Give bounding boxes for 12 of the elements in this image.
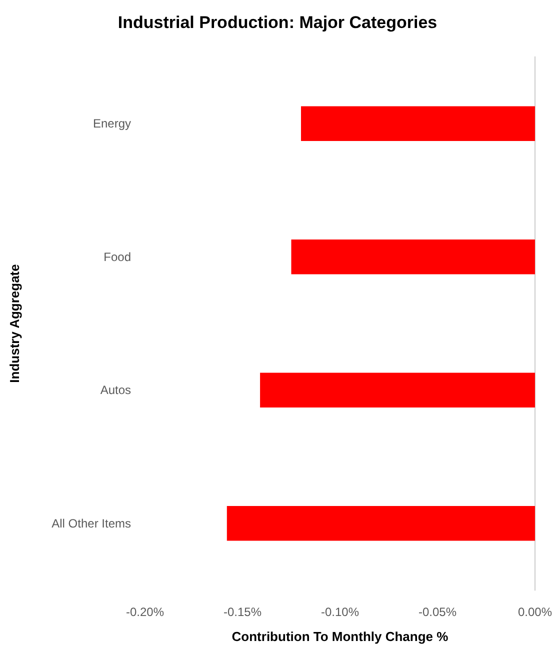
y-tick-label: All Other Items	[52, 516, 131, 530]
y-tick-label: Energy	[92, 116, 131, 131]
x-tick-label: -0.15%	[223, 605, 262, 619]
y-axis-title: Industry Aggregate	[7, 264, 22, 383]
x-axis-title: Contribution To Monthly Change %	[232, 629, 449, 644]
x-tick-label: -0.10%	[320, 605, 360, 619]
x-tick-label: -0.20%	[126, 605, 164, 619]
x-tick-label: 0.00%	[518, 605, 552, 619]
y-tick-label: Autos	[100, 383, 131, 398]
x-tick-label: -0.05%	[418, 605, 457, 619]
y-tick-label: Food	[104, 250, 131, 264]
chart-title: Industrial Production: Major Categories	[118, 13, 438, 32]
